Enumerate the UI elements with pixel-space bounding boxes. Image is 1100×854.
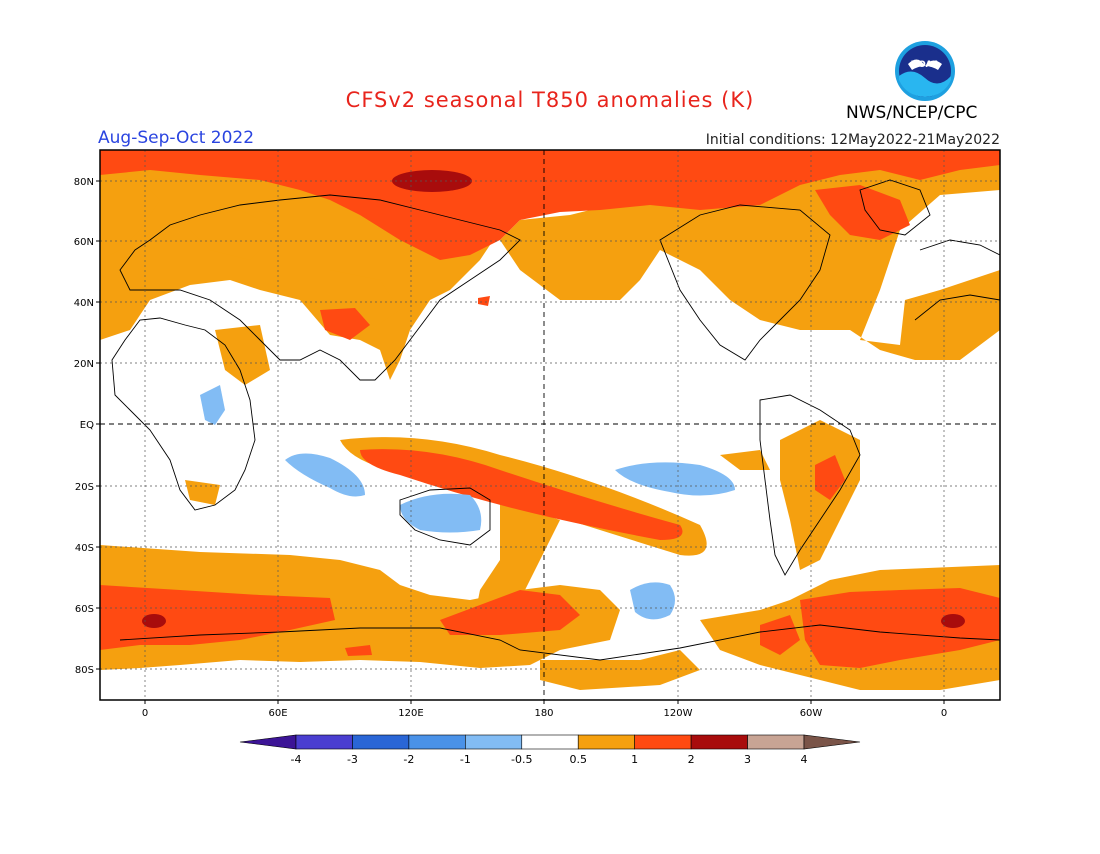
lon-tick-label: 0 — [142, 708, 148, 719]
anomaly-red-regions — [100, 150, 1000, 668]
colorbar-tick-label: 1 — [631, 753, 638, 766]
lon-tick-labels: 0 60E 120E 180 120W 60W 0 — [142, 708, 947, 719]
colorbar-bin — [352, 734, 410, 750]
colorbar-bin — [803, 734, 861, 750]
map-frame — [99, 149, 1001, 701]
colorbar-tick-label: 3 — [744, 753, 751, 766]
lat-tick-label: 40S — [75, 543, 94, 554]
lon-tick-marks — [144, 700, 945, 704]
lat-tick-marks — [96, 180, 100, 670]
season-label: Aug-Sep-Oct 2022 — [98, 128, 255, 148]
lon-tick-label: 0 — [941, 708, 947, 719]
colorbar-tick-label: 0.5 — [569, 753, 587, 766]
colorbar: -4 -3 -2 -1 -0.5 0.5 1 2 3 4 — [239, 734, 861, 766]
lat-tick-label: 80N — [74, 177, 94, 188]
lat-tick-label: 80S — [75, 665, 94, 676]
initial-conditions-label: Initial conditions: 12May2022-21May2022 — [705, 132, 1000, 148]
lat-tick-labels: 80N 60N 40N 20N EQ 20S 40S 60S 80S — [74, 177, 94, 676]
lat-tick-label: 20S — [75, 482, 94, 493]
colorbar-tick-label: -0.5 — [511, 753, 532, 766]
lon-tick-label: 60E — [268, 708, 287, 719]
lat-tick-label: 40N — [74, 298, 94, 309]
lon-tick-label: 60W — [800, 708, 823, 719]
agency-label: NWS/NCEP/CPC — [846, 103, 978, 123]
colorbar-bin — [408, 734, 466, 750]
lon-tick-label: 120E — [398, 708, 423, 719]
colorbar-tick-label: 2 — [688, 753, 695, 766]
colorbar-bin — [465, 734, 523, 750]
colorbar-bin — [239, 734, 297, 750]
lat-tick-label: 20N — [74, 359, 94, 370]
lat-tick-label: EQ — [80, 420, 94, 431]
lat-tick-label: 60S — [75, 604, 94, 615]
page-title: CFSv2 seasonal T850 anomalies (K) — [345, 88, 755, 112]
colorbar-bin — [295, 734, 353, 750]
colorbar-bin — [634, 734, 692, 750]
lon-tick-label: 180 — [534, 708, 553, 719]
colorbar-bin — [521, 734, 579, 750]
colorbar-tick-label: 4 — [801, 753, 808, 766]
colorbar-tick-label: -3 — [347, 753, 358, 766]
colorbar-bin — [577, 734, 635, 750]
colorbar-bin — [747, 734, 805, 750]
colorbar-bin — [690, 734, 748, 750]
lon-tick-label: 120W — [664, 708, 693, 719]
coastlines — [111, 179, 1000, 661]
noaa-logo-text: NOAA — [911, 60, 940, 70]
gridlines — [100, 150, 1000, 700]
lat-tick-label: 60N — [74, 237, 94, 248]
colorbar-tick-label: -2 — [403, 753, 414, 766]
colorbar-tick-label: -4 — [291, 753, 302, 766]
colorbar-tick-label: -1 — [460, 753, 471, 766]
noaa-logo: NOAA — [894, 40, 956, 102]
